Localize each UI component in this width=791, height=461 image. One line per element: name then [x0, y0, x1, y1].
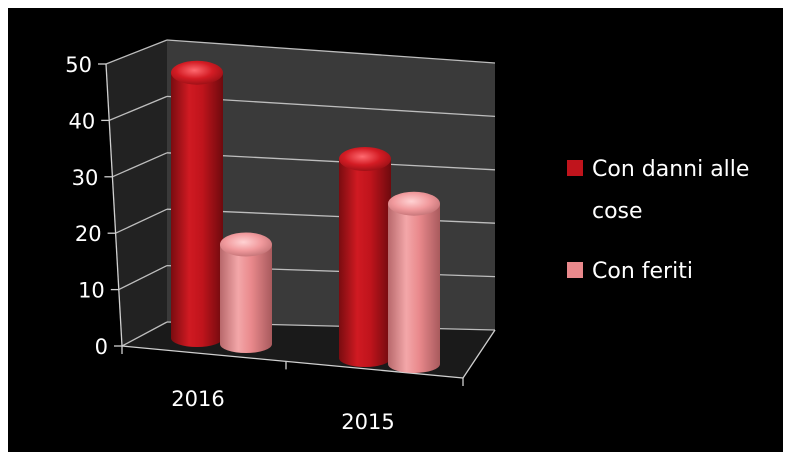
side-gridline: [108, 95, 168, 122]
floor-edge: [462, 329, 496, 379]
y-tick-label: 10: [78, 279, 105, 303]
legend-swatch: [567, 160, 583, 176]
x-category-label: 2016: [171, 387, 224, 411]
legend: Con danni alle cose Con feriti: [567, 157, 749, 284]
side-gridline: [118, 265, 168, 291]
y-axis-line: [105, 63, 123, 347]
y-tick-label: 40: [68, 109, 95, 133]
bar-cap: [339, 147, 391, 172]
bar-cap: [220, 232, 272, 257]
bar: [220, 232, 272, 353]
legend-label: Con danni alle cose: [592, 157, 749, 224]
y-tick-label: 50: [65, 53, 92, 77]
gridline: [166, 39, 496, 64]
bar-body: [171, 72, 223, 347]
legend-swatch: [567, 262, 583, 278]
bar-body: [339, 159, 391, 367]
side-gridline: [112, 152, 168, 178]
bar-cap: [388, 191, 440, 216]
y-tick-label: 20: [75, 222, 102, 246]
bar-body: [388, 203, 440, 373]
y-tick-labels: 0 10 20 30 40 50: [65, 53, 108, 359]
side-gridline: [115, 208, 168, 234]
x-category-labels: 2016 2015: [171, 387, 394, 434]
bar: [171, 60, 223, 347]
axes: [98, 63, 496, 386]
y-tick-label: 0: [95, 335, 108, 359]
legend-label: Con feriti: [592, 259, 693, 284]
x-category-label: 2015: [341, 410, 394, 434]
side-gridline: [105, 39, 168, 65]
side-gridline: [121, 321, 168, 347]
y-tick-label: 30: [72, 166, 99, 190]
bar-body: [220, 244, 272, 353]
bar: [339, 147, 391, 367]
bar-cap: [171, 60, 223, 85]
bars: [171, 60, 440, 373]
x-axis-line: [121, 345, 464, 379]
side-wall: [106, 40, 167, 346]
bar: [388, 191, 440, 373]
